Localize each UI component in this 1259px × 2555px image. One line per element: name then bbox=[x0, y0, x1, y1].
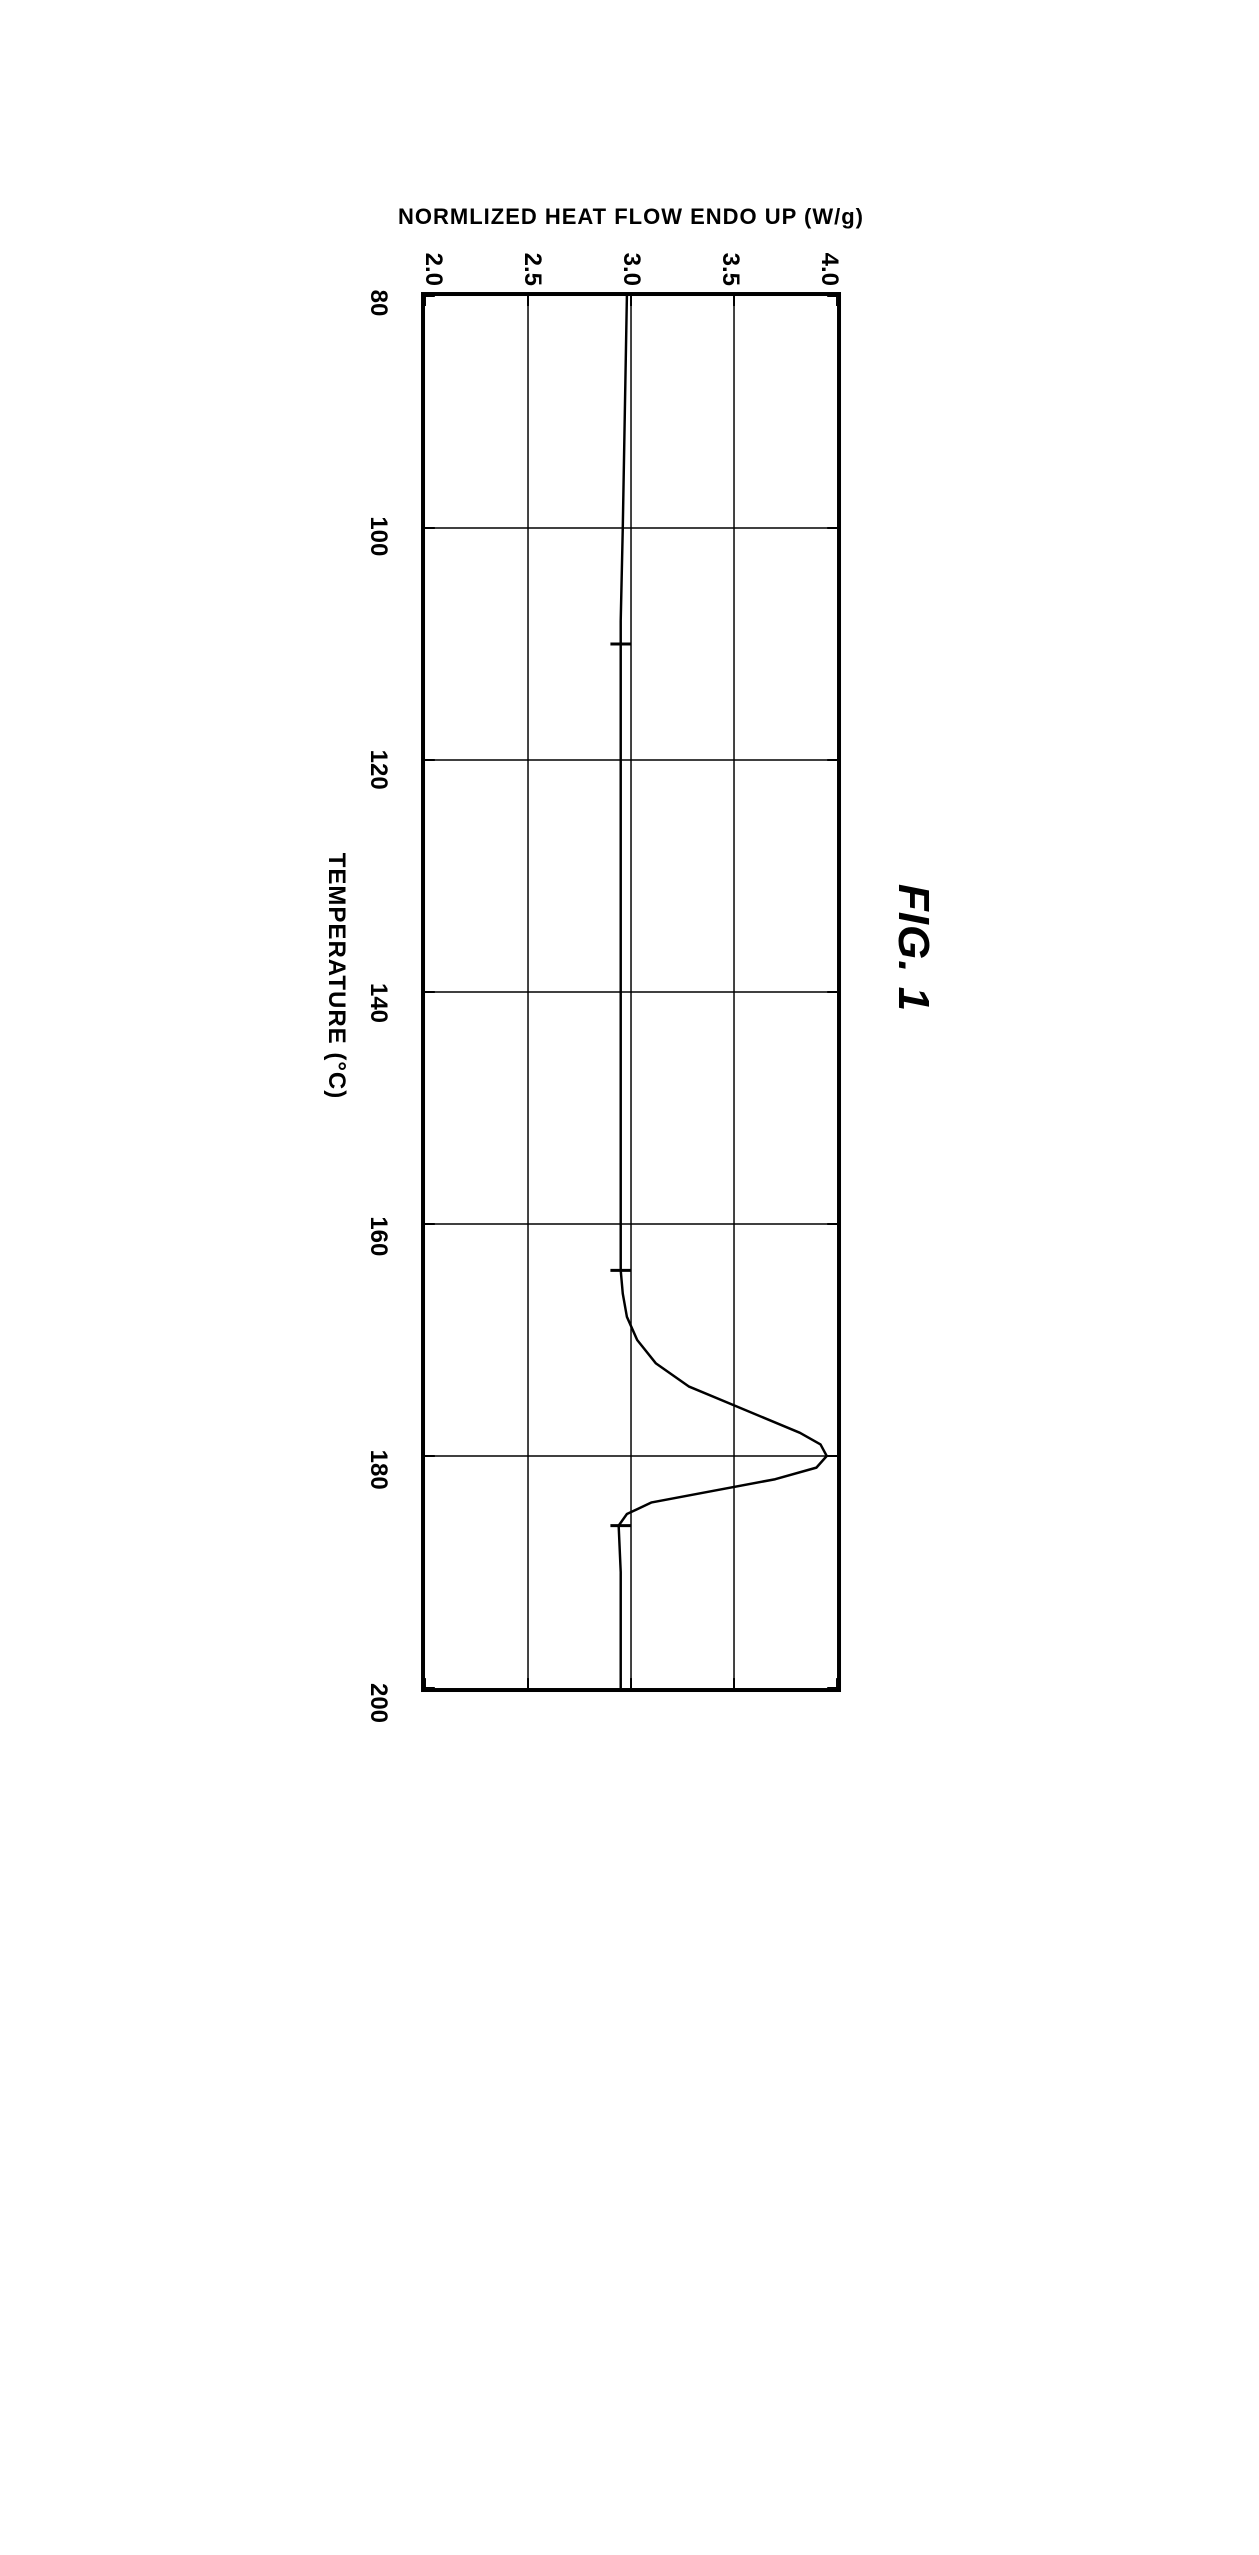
y-axis-ticks: 4.0 3.5 3.0 2.5 2.0 bbox=[421, 238, 841, 286]
plot-svg bbox=[425, 296, 837, 1688]
figure-title: FIG. 1 bbox=[888, 884, 938, 1012]
y-tick: 3.5 bbox=[718, 238, 742, 286]
plot-area bbox=[421, 292, 841, 1692]
x-axis-ticks: 80 100 120 140 160 180 200 bbox=[363, 303, 391, 1703]
y-tick: 2.5 bbox=[520, 238, 544, 286]
x-axis-label: TEMPERATURE (°C) bbox=[321, 853, 349, 1099]
y-tick: 3.0 bbox=[619, 238, 643, 286]
y-tick: 4.0 bbox=[817, 238, 841, 286]
y-axis-label: NORMLIZED HEAT FLOW ENDO UP (W/g) bbox=[397, 204, 863, 230]
y-tick: 2.0 bbox=[421, 238, 445, 286]
